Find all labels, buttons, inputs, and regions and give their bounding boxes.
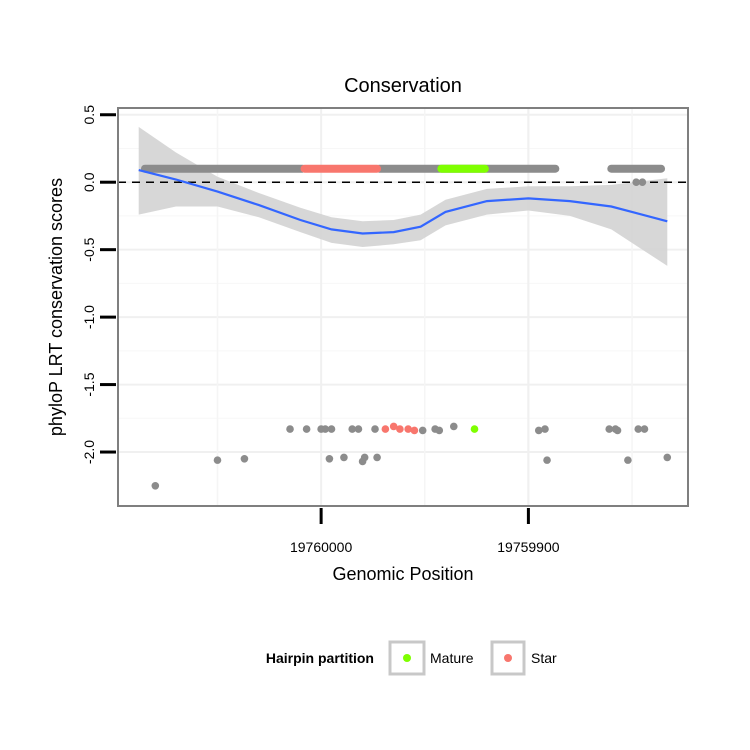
data-point-other — [634, 425, 643, 433]
data-point-other — [354, 425, 363, 433]
chart-title: Conservation — [344, 75, 462, 97]
confidence-ribbon — [138, 126, 668, 266]
y-tick-label: -1.5 — [81, 372, 97, 396]
data-point-star — [404, 425, 412, 433]
y-tick-label: 0.5 — [81, 105, 97, 125]
data-point-other — [371, 425, 379, 433]
data-point-other — [373, 453, 381, 462]
data-point-other — [541, 425, 549, 433]
legend-dot-star — [504, 654, 512, 662]
y-tick-label: -1.0 — [81, 305, 97, 329]
data-point-other — [340, 453, 348, 462]
data-point-other — [449, 422, 458, 431]
y-tick-label: -2.0 — [81, 440, 97, 464]
data-point-other — [640, 425, 649, 433]
data-point-other — [213, 456, 222, 464]
panel-border — [117, 107, 689, 507]
data-point-other — [286, 425, 294, 433]
data-point-other — [240, 454, 249, 463]
legend-dot-mature — [403, 654, 411, 662]
data-point-mature — [470, 425, 479, 433]
confidence-ribbon-layer — [138, 126, 668, 266]
legend: Hairpin partition Mature Star — [266, 640, 557, 676]
data-point-other — [435, 426, 444, 435]
data-points — [151, 178, 672, 490]
data-point-other — [632, 178, 640, 187]
data-point-other — [543, 456, 551, 464]
data-point-star — [396, 425, 404, 433]
data-point-star — [381, 425, 390, 433]
x-axis-label: Genomic Position — [332, 564, 473, 584]
data-point-other — [327, 425, 336, 433]
x-tick-label: 19759900 — [497, 539, 560, 555]
data-point-other — [325, 454, 334, 463]
data-point-star — [410, 426, 419, 435]
legend-label-star: Star — [531, 650, 557, 666]
data-point-other — [534, 426, 543, 435]
data-point-other — [638, 178, 647, 187]
data-point-other — [418, 426, 427, 435]
data-point-other — [624, 456, 632, 464]
data-point-other — [613, 426, 622, 435]
y-axis-label: phyloP LRT conservation scores — [46, 178, 66, 436]
data-point-other — [348, 425, 357, 433]
data-point-star — [389, 422, 398, 431]
x-tick-label: 19760000 — [290, 539, 353, 555]
axes: 0.5 0.0 -0.5 -1.0 -1.5 -2.0 19760000 19759900 — [81, 105, 560, 555]
smooth-line — [138, 169, 668, 235]
y-tick-label: -0.5 — [81, 237, 97, 261]
data-point-other — [151, 481, 160, 490]
data-point-other — [302, 425, 311, 433]
legend-title: Hairpin partition — [266, 650, 374, 666]
legend-label-mature: Mature — [430, 650, 474, 666]
data-point-other — [663, 453, 672, 462]
data-point-other — [317, 425, 325, 433]
y-tick-label: 0.0 — [81, 172, 97, 192]
data-point-other — [605, 425, 614, 433]
data-point-other — [360, 453, 369, 462]
